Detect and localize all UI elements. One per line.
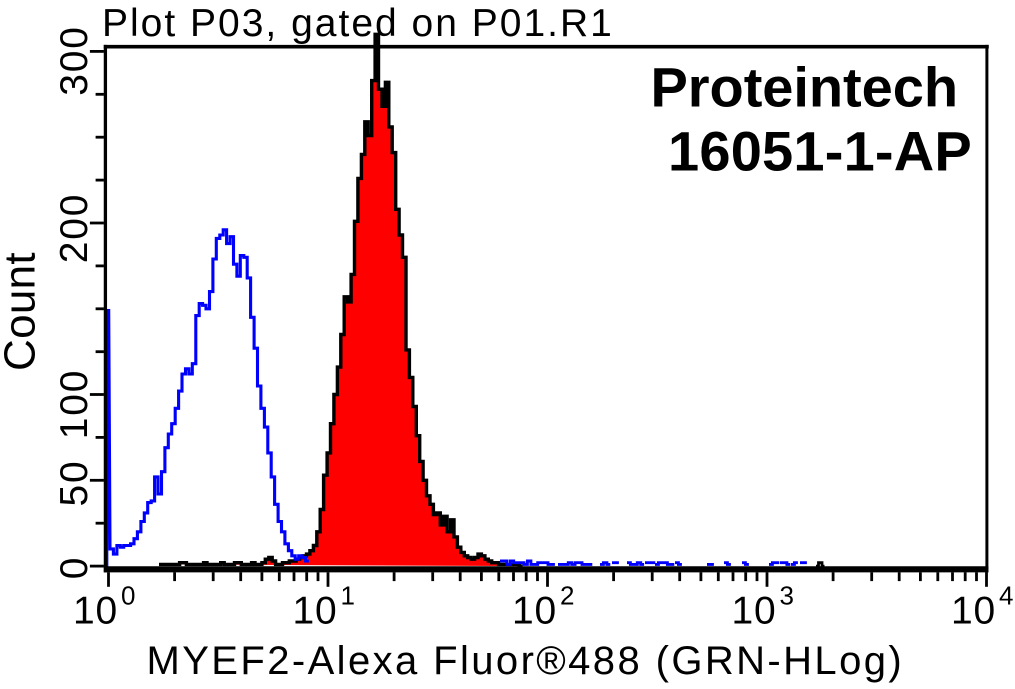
svg-text:4: 4	[999, 581, 1013, 611]
svg-text:10: 10	[732, 590, 777, 633]
svg-text:200: 200	[53, 193, 96, 263]
svg-text:3: 3	[780, 581, 794, 611]
svg-text:MYEF2-Alexa Fluor®488 (GRN-HLo: MYEF2-Alexa Fluor®488 (GRN-HLog)	[147, 639, 905, 683]
svg-text:10: 10	[293, 590, 338, 633]
svg-text:16051-1-AP: 16051-1-AP	[668, 119, 972, 182]
svg-text:0: 0	[53, 556, 96, 580]
svg-text:Plot P03, gated on P01.R1: Plot P03, gated on P01.R1	[102, 2, 614, 45]
svg-text:10: 10	[512, 590, 557, 633]
svg-text:Count: Count	[0, 252, 44, 371]
svg-text:10: 10	[951, 590, 996, 633]
svg-text:Proteintech: Proteintech	[651, 56, 959, 119]
svg-text:2: 2	[560, 581, 574, 611]
svg-text:1: 1	[341, 581, 355, 611]
svg-text:100: 100	[53, 369, 96, 439]
svg-text:300: 300	[53, 25, 96, 95]
svg-text:10: 10	[73, 590, 118, 633]
svg-text:50: 50	[53, 460, 96, 507]
svg-text:0: 0	[121, 581, 135, 611]
